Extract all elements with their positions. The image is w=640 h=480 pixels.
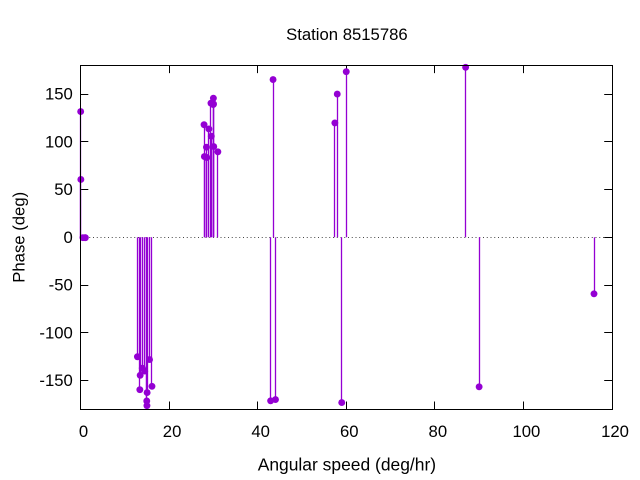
svg-text:40: 40	[251, 422, 270, 441]
svg-text:60: 60	[340, 422, 359, 441]
svg-text:20: 20	[163, 422, 182, 441]
svg-text:Station 8515786: Station 8515786	[286, 25, 408, 44]
svg-text:Phase (deg): Phase (deg)	[10, 192, 29, 283]
svg-text:100: 100	[45, 132, 73, 151]
svg-text:150: 150	[45, 85, 73, 104]
svg-text:80: 80	[429, 422, 448, 441]
svg-text:-150: -150	[39, 371, 72, 390]
svg-text:120: 120	[601, 422, 629, 441]
svg-text:100: 100	[512, 422, 540, 441]
svg-text:-50: -50	[49, 276, 73, 295]
svg-text:Angular speed (deg/hr): Angular speed (deg/hr)	[258, 454, 436, 474]
svg-text:0: 0	[79, 422, 88, 441]
svg-text:-100: -100	[39, 323, 72, 342]
svg-text:0: 0	[64, 228, 73, 247]
svg-text:50: 50	[54, 180, 73, 199]
